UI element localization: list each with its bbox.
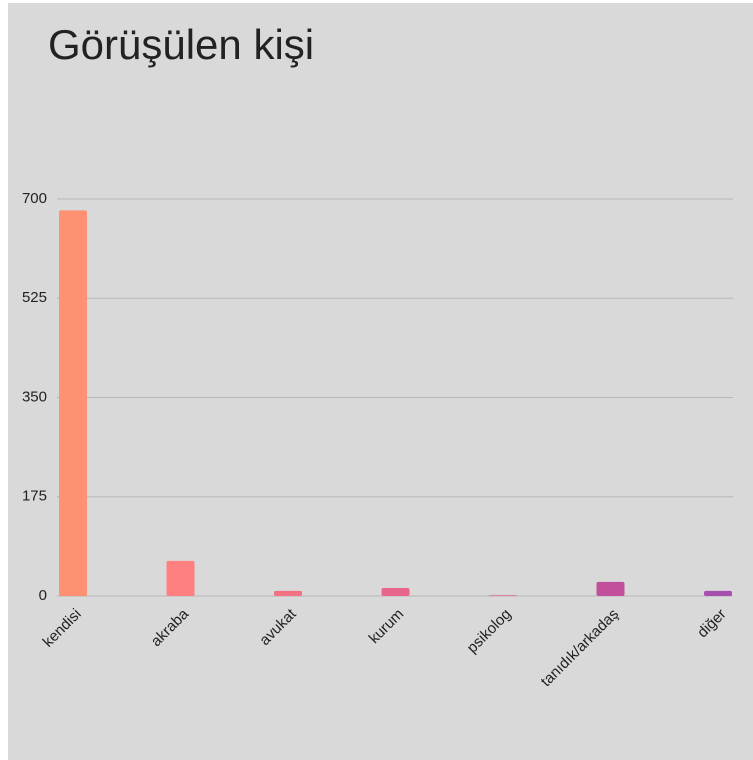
y-tick-label: 700 xyxy=(22,190,47,207)
bar xyxy=(166,560,195,596)
y-tick-label: 350 xyxy=(22,388,47,405)
y-tick-label: 525 xyxy=(22,289,47,306)
bar xyxy=(596,581,625,596)
bar xyxy=(381,588,410,596)
y-tick-label: 175 xyxy=(22,488,47,505)
chart-background xyxy=(8,3,753,760)
chart-title: Görüşülen kişi xyxy=(48,21,314,68)
bar xyxy=(704,590,732,596)
bar xyxy=(274,590,302,596)
bar xyxy=(59,210,87,597)
y-tick-label: 0 xyxy=(39,587,47,604)
bar xyxy=(489,594,517,596)
